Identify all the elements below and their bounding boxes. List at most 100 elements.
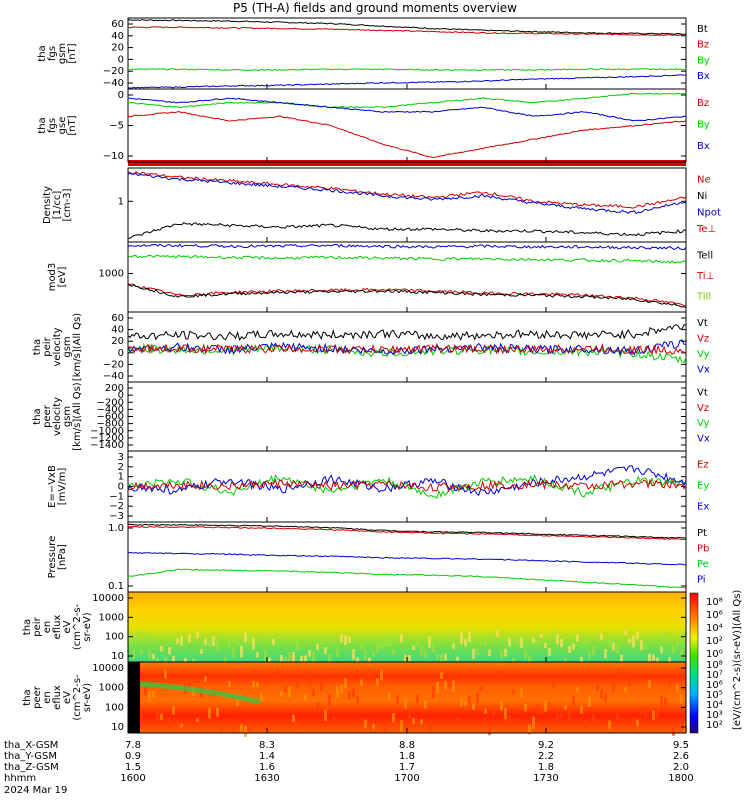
series-line-green	[127, 474, 687, 499]
spectrogram-cell	[432, 686, 435, 699]
spectrogram-cell	[260, 692, 263, 702]
spectrogram-cell	[340, 684, 343, 694]
spectrogram-cell	[376, 678, 379, 686]
spectrogram-cell	[228, 681, 231, 688]
colorbar-tick: 10⁰	[706, 649, 723, 660]
spectrogram-cell	[616, 644, 619, 655]
spectrogram-cell	[492, 705, 495, 717]
legend-entry: Bx	[697, 141, 710, 152]
y-tick-label: 2	[118, 462, 124, 473]
spectrogram-cell	[636, 719, 639, 727]
spectrogram-cell	[600, 633, 603, 640]
spectrogram-cell	[240, 724, 243, 732]
spectrogram-cell	[588, 695, 591, 707]
spectrogram-cell	[312, 651, 315, 662]
spectrogram-cell	[132, 650, 135, 660]
spectrogram-cell	[400, 720, 403, 733]
series-line-green	[127, 343, 687, 364]
x-axis-value: 1.6	[259, 762, 275, 773]
spectrogram-cell	[360, 644, 363, 650]
spectrogram-cell	[164, 656, 167, 665]
spectrogram-cell	[660, 695, 663, 708]
spectrogram-cell	[512, 688, 515, 695]
y-axis-label: tha	[37, 117, 48, 133]
spectrogram-cell	[552, 679, 555, 688]
spectrogram-cell	[156, 709, 159, 720]
legend-entry: Ex	[697, 502, 709, 513]
spectrogram-cell	[636, 631, 639, 640]
y-axis-label: eflux	[52, 685, 63, 710]
spectrogram-cell	[288, 652, 291, 664]
spectrogram-cell	[520, 688, 523, 698]
spectrogram-cell	[216, 639, 219, 651]
spectrogram-cell	[364, 649, 367, 661]
spectrogram-cell	[400, 633, 403, 643]
x-axis-value: 9.2	[538, 740, 554, 751]
y-axis-label: [nT]	[67, 43, 78, 63]
y-axis-label: tha	[22, 619, 33, 635]
y-tick-label: 10	[111, 722, 124, 733]
legend-entry: Ez	[697, 460, 709, 471]
spectrogram-cell	[580, 656, 583, 663]
panel-6: tha peer velocity gsm [km/s](All Qs) 2000−200…	[32, 381, 710, 452]
spectrogram-cell	[468, 631, 471, 643]
spectrogram-cell	[220, 633, 223, 638]
spectrogram-cell	[632, 716, 635, 726]
spectrogram-cell	[408, 707, 411, 719]
spectrogram-cell	[496, 630, 499, 637]
spectrogram-cell	[384, 724, 387, 734]
spectrogram-cell	[660, 646, 663, 654]
x-axis-value: 1.7	[399, 762, 415, 773]
spectrogram-cell	[232, 647, 235, 658]
spectrogram-cell	[348, 690, 351, 700]
y-axis-label: en	[42, 691, 53, 704]
x-axis-value: 2.0	[673, 762, 689, 773]
series-line-red	[127, 26, 687, 37]
legend-entry: Npot	[697, 207, 721, 218]
spectrogram-cell	[368, 657, 371, 662]
spectrogram-cell	[576, 686, 579, 692]
y-tick-label: 10	[111, 651, 124, 662]
spectrogram-cell	[204, 676, 207, 682]
spectrogram-cell	[268, 657, 271, 664]
y-tick-label: 1000	[99, 683, 124, 694]
quality-flag-bar	[128, 160, 686, 166]
colorbar-label: [eV/(cm^2-s)(sr-eV)](All Qs)	[732, 590, 743, 730]
spectrogram-cell	[284, 686, 287, 693]
spectrogram-cell	[552, 631, 555, 641]
spectrogram-cell	[420, 719, 423, 725]
series-line-red	[127, 525, 687, 541]
spectrogram-cell	[156, 658, 159, 664]
series-line-blue	[127, 74, 687, 89]
legend-entry: Bt	[697, 24, 708, 35]
spectrogram-cell	[536, 703, 539, 714]
colorbar-tick: 10²	[706, 720, 723, 731]
spectrogram-cell	[556, 713, 559, 720]
series-line-green	[127, 92, 687, 109]
panel-3: Density [1/cc] [cm-3] 1 Ne Ni Npot Te⊥	[42, 167, 721, 243]
spectrogram-cell	[336, 649, 339, 657]
legend-entry: Bz	[697, 40, 709, 51]
y-axis-label: peer	[42, 404, 53, 428]
spectrogram-cell	[356, 695, 359, 704]
spectrogram-cell	[548, 647, 551, 656]
spectrogram-cell	[220, 724, 223, 733]
spectrogram-cell	[412, 645, 415, 651]
spectrogram-cell	[292, 714, 295, 722]
spectrogram-cell	[252, 681, 255, 688]
spectrogram-cell	[628, 675, 631, 686]
colorbar-tick: 10⁷	[706, 670, 723, 681]
colorbar-tick: 10⁵	[706, 690, 723, 701]
spectrogram-cell	[448, 636, 451, 642]
spectrogram-cell	[416, 638, 419, 646]
spectrogram-cell	[176, 638, 179, 644]
series-line-green	[127, 568, 687, 589]
spectrogram-cell	[180, 723, 183, 728]
y-tick-label: −20	[103, 359, 124, 370]
spectrogram-cell	[540, 633, 543, 638]
spectrogram-cell	[276, 676, 279, 683]
y-tick-label: −40	[103, 371, 124, 382]
spectrogram-cell	[624, 630, 627, 636]
spectrogram-cell	[520, 637, 523, 648]
spectrogram-cell	[128, 638, 131, 644]
